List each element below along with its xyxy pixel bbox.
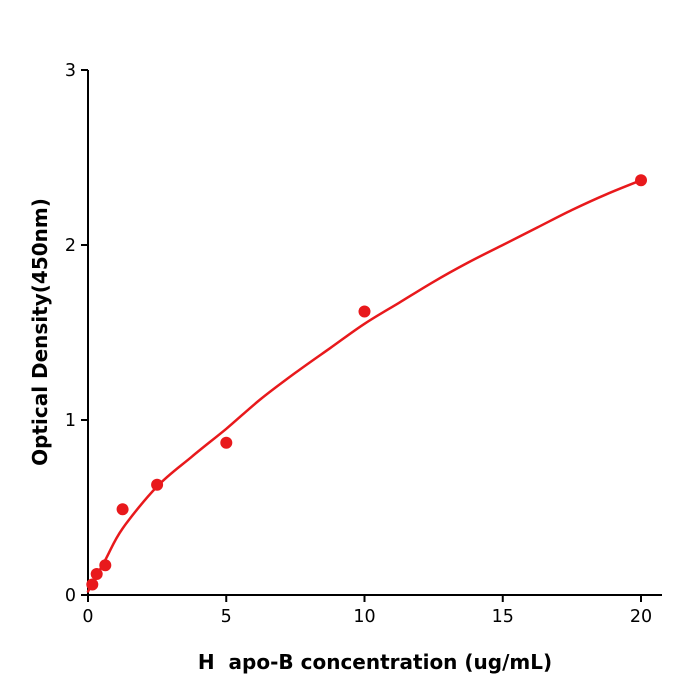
data-point	[358, 305, 371, 318]
x-tick-label: 5	[221, 607, 232, 627]
x-tick-label: 0	[82, 607, 93, 627]
x-tick-label: 15	[492, 607, 514, 627]
y-tick-label: 0	[65, 586, 76, 606]
data-point	[86, 578, 99, 591]
x-axis-title: H apo-B concentration (ug/mL)	[197, 650, 553, 674]
data-point	[635, 174, 647, 187]
y-tick-label: 2	[65, 236, 76, 256]
x-tick-label: 10	[353, 607, 375, 627]
y-tick-label: 1	[65, 411, 76, 431]
data-point	[90, 568, 103, 580]
fit-curve	[86, 179, 643, 593]
y-axis-title: Optical Density(450nm)	[28, 198, 52, 466]
data-point	[116, 503, 129, 516]
x-tick-label: 20	[630, 607, 652, 627]
data-point	[99, 559, 112, 572]
data-point	[220, 436, 233, 449]
data-point	[151, 478, 164, 491]
y-tick-label: 3	[65, 61, 76, 81]
